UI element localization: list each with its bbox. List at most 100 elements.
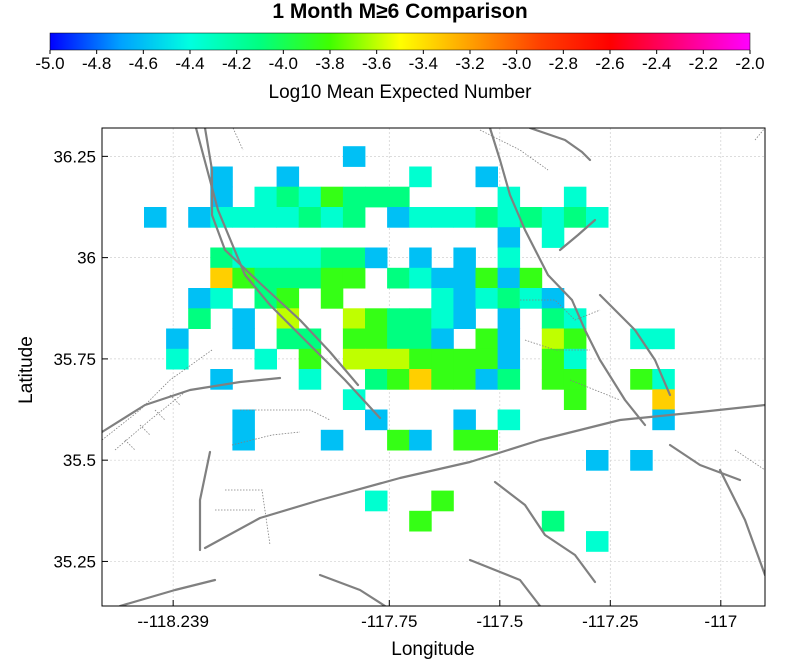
heatmap-cell (497, 328, 521, 350)
heatmap-cell (497, 308, 521, 329)
heatmap-cell (453, 247, 476, 269)
heatmap-cell (387, 369, 410, 390)
heatmap-cell (563, 186, 587, 208)
heatmap-cell (541, 227, 565, 248)
colorbar-tick-label: -4.6 (129, 54, 158, 73)
heatmap-cell (188, 308, 211, 329)
heatmap-cell (409, 510, 432, 532)
heatmap-cell (298, 267, 322, 289)
heatmap-cell (254, 267, 277, 289)
heatmap-cell (497, 288, 521, 309)
heatmap-cell (497, 186, 521, 208)
x-axis-label: Longitude (391, 639, 474, 660)
heatmap-cell (630, 450, 653, 471)
heatmap-cell (232, 409, 255, 431)
heatmap-cell (276, 166, 300, 188)
heatmap-cell (254, 247, 277, 269)
heatmap-cell (497, 348, 521, 370)
heatmap-cell (453, 308, 476, 329)
x-tick-label: --118.239 (137, 612, 209, 631)
colorbar-tick-label: -5.0 (35, 54, 64, 73)
x-tick-label: -117 (704, 612, 737, 631)
chart-title: 1 Month M≥6 Comparison (272, 0, 527, 23)
heatmap-cell (409, 247, 432, 269)
heatmap-cell (431, 207, 454, 228)
heatmap-cell (497, 247, 521, 269)
heatmap-cell (365, 490, 388, 512)
heatmap-cell (232, 328, 255, 350)
heatmap-cell (453, 207, 476, 228)
heatmap-cell (276, 308, 300, 329)
heatmap-cell (475, 166, 498, 188)
heatmap-cell (431, 348, 454, 370)
heatmap-cell (342, 267, 366, 289)
dotted-fault-traces (102, 128, 765, 546)
heatmap-cell (431, 328, 454, 350)
heatmap-cell (563, 389, 587, 410)
heatmap-cell (497, 409, 521, 431)
heatmap-cell (365, 247, 388, 269)
heatmap-cell (497, 267, 521, 289)
y-tick-label: 36.25 (53, 147, 96, 166)
y-tick-label: 36 (77, 249, 96, 268)
heatmap-cell (387, 308, 410, 329)
heatmap-cell (365, 348, 388, 370)
heatmap-cell (541, 510, 565, 532)
colorbar-tick-label: -4.8 (82, 54, 111, 73)
y-tick-label: 35.25 (53, 552, 96, 571)
heatmap-cell (342, 207, 366, 228)
heatmap-cell (431, 308, 454, 329)
heatmap-cell (166, 328, 189, 350)
colorbar-tick-label: -3.0 (502, 54, 531, 73)
heatmap-cell (276, 328, 300, 350)
heatmap-cell (519, 267, 543, 289)
heatmap-cell (232, 207, 255, 228)
heatmap-cell (541, 308, 565, 329)
heatmap-cell (541, 348, 565, 370)
y-tick-label: 35.5 (63, 451, 96, 470)
heatmap-cell (320, 429, 344, 451)
heatmap-cell (320, 207, 344, 228)
heatmap-cell (276, 207, 300, 228)
heatmap-cell (431, 288, 454, 309)
heatmap-cell (409, 207, 432, 228)
heatmap-cell (320, 247, 344, 269)
heatmap-cell (232, 308, 255, 329)
heatmap-cell (453, 409, 476, 431)
plot-frame (101, 127, 766, 607)
heatmap-cell (453, 429, 476, 451)
colorbar-tick-label: -2.2 (689, 54, 718, 73)
colorbar-tick-label: -3.6 (362, 54, 391, 73)
colorbar-tick-label: -3.8 (315, 54, 344, 73)
colorbar-tick-label: -4.0 (269, 54, 298, 73)
heatmap-cell (254, 348, 277, 370)
heatmap-cell (563, 369, 587, 390)
fault-lines (102, 128, 765, 606)
colorbar-tick-label: -4.4 (175, 54, 204, 73)
heatmap-cell (453, 288, 476, 309)
heatmap-cell (541, 369, 565, 390)
colorbar-tick-label: -3.4 (409, 54, 438, 73)
heatmap-cell (210, 166, 233, 188)
heatmap-cell (475, 267, 498, 289)
heatmap-cell (166, 348, 189, 370)
heatmap-cell (276, 267, 300, 289)
x-tick-label: -117.25 (582, 612, 638, 631)
x-axis-ticks: --118.239 -117.75 -117.5 -117.25 -117 (137, 600, 737, 631)
colorbar-tick-label: -2.4 (642, 54, 671, 73)
heatmap-cell (188, 207, 211, 228)
heatmap-cell (431, 267, 454, 289)
x-tick-label: -117.5 (476, 612, 523, 631)
colorbar-tick-label: -2.6 (595, 54, 624, 73)
colorbar-tick-label: -4.2 (222, 54, 251, 73)
heatmap-cell (342, 247, 366, 269)
heatmap-cell (563, 328, 587, 350)
heatmap-cell (586, 450, 609, 471)
heatmap-cell (541, 328, 565, 350)
colorbar-ticks: -5.0 -4.8 -4.6 -4.4 -4.2 -4.0 -3.8 -3.6 -3.4 -3.2… (35, 50, 765, 73)
heatmap-cell (387, 267, 410, 289)
heatmap-cell (497, 207, 521, 228)
x-tick-label: -117.75 (361, 612, 417, 631)
colorbar-label: Log10 Mean Expected Number (269, 82, 533, 103)
heatmap-cell (365, 369, 388, 390)
